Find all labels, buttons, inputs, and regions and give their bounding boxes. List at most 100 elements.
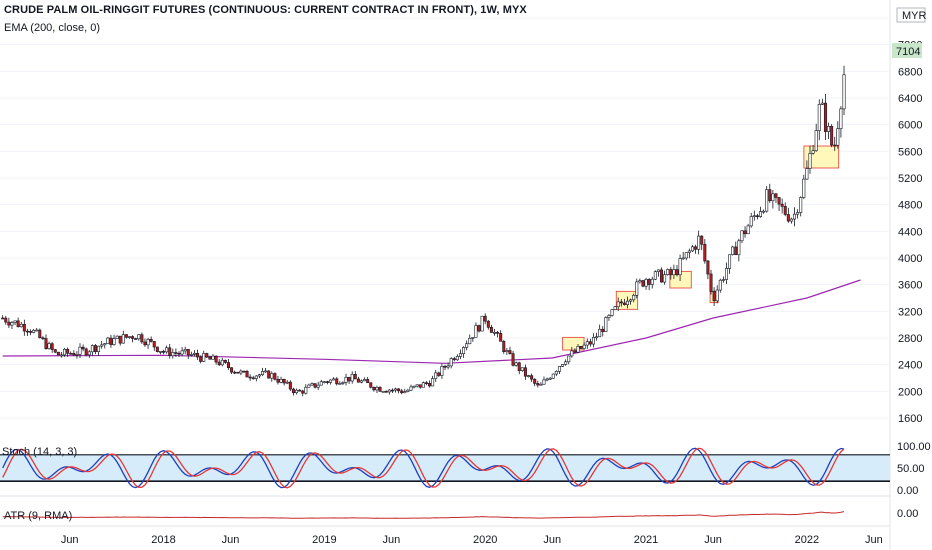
candle-body — [233, 371, 237, 374]
candle-body — [397, 388, 401, 392]
candle-body — [32, 329, 36, 333]
price-tick-label: 4000 — [898, 253, 922, 265]
candle-body — [681, 257, 685, 260]
candle-body — [276, 378, 280, 383]
ema-indicator-label[interactable]: EMA (200, close, 0) — [4, 22, 100, 34]
candle-body — [508, 350, 512, 354]
candle-body — [168, 347, 172, 357]
candle-body — [449, 358, 453, 367]
ema-path — [2, 279, 861, 364]
candle-body — [687, 250, 691, 253]
candle-body — [239, 370, 243, 374]
time-tick-label: 2019 — [312, 534, 336, 546]
price-axis[interactable]: 1600 2000 2400 2800 3200 3600 4000 4400 4800 5200… — [892, 13, 931, 520]
candle-body — [390, 389, 394, 392]
candle-body — [146, 338, 150, 346]
candle-body — [199, 356, 203, 362]
candle-body — [684, 252, 688, 259]
candle-body — [601, 328, 605, 332]
price-tick-label: 5600 — [898, 146, 922, 158]
candle-body — [598, 328, 602, 338]
candle-body — [523, 367, 527, 377]
candle-body — [817, 104, 821, 131]
atr-indicator-label[interactable]: ATR (9, RMA) — [4, 510, 73, 522]
candle-body — [174, 352, 178, 354]
candle-body — [378, 387, 382, 392]
candle-body — [134, 338, 138, 340]
candle-body — [84, 348, 88, 356]
price-tick-label: 4400 — [898, 226, 922, 238]
candle-body — [734, 246, 738, 256]
currency-label: MYR — [896, 7, 927, 23]
candle-body — [706, 260, 710, 275]
candle-body — [458, 353, 462, 357]
candle-body — [452, 358, 456, 361]
candle-body — [322, 381, 326, 383]
candle-body — [403, 391, 407, 394]
candle-body — [455, 356, 459, 361]
candle-body — [564, 361, 568, 365]
candle-body — [93, 345, 97, 352]
candle-body — [409, 386, 413, 391]
candle-body — [762, 210, 766, 213]
candle-body — [245, 371, 249, 378]
time-tick-label: 2020 — [473, 534, 497, 546]
candle-body — [480, 315, 484, 332]
candle-body — [576, 346, 580, 353]
candle-body — [295, 389, 299, 394]
candle-body — [307, 384, 311, 388]
candle-body — [149, 338, 153, 342]
price-tick-label: 6000 — [898, 120, 922, 132]
candle-body — [338, 383, 342, 385]
candle-body — [412, 385, 416, 388]
candle-body — [38, 329, 42, 339]
time-tick-label: 2018 — [151, 534, 175, 546]
candle-body — [796, 212, 800, 215]
stoch-indicator-label[interactable]: Stoch (14, 3, 3) — [2, 446, 78, 458]
candle-body — [344, 376, 348, 383]
candle-body — [282, 378, 286, 384]
candle-body — [406, 389, 410, 392]
candle-body — [186, 349, 190, 356]
candle-body — [783, 206, 787, 215]
candle-body — [545, 378, 549, 381]
price-tick-label: 4800 — [898, 200, 922, 212]
last-price-badge — [892, 43, 922, 59]
candle-body — [63, 348, 67, 356]
price-tick-label: 6800 — [898, 66, 922, 78]
candle-body — [830, 125, 834, 146]
candle-body — [740, 230, 744, 242]
candle-body — [777, 197, 781, 205]
candle-body — [672, 269, 676, 276]
candle-body — [205, 353, 209, 358]
candle-body — [839, 108, 843, 129]
candle-body — [700, 235, 704, 245]
candle-body — [29, 331, 33, 333]
candle-body — [202, 353, 206, 362]
candle-body — [721, 279, 725, 281]
candle-body — [489, 327, 493, 333]
candle-body — [335, 378, 339, 385]
candle-body — [230, 367, 234, 373]
candle-body — [217, 361, 221, 366]
time-axis[interactable]: Jun 2018 Jun 2019 Jun 2020 Jun 2021 Jun 2022 Jun — [0, 525, 890, 546]
candle-body — [369, 382, 373, 388]
candle-body — [561, 364, 565, 367]
time-tick-label: Jun — [543, 534, 561, 546]
candle-body — [610, 309, 614, 316]
candle-body — [446, 365, 450, 368]
candle-body — [712, 291, 716, 302]
candle-body — [304, 386, 308, 394]
candle-body — [820, 102, 824, 105]
price-tick-label: 2000 — [898, 386, 922, 398]
candle-body — [236, 371, 240, 374]
candle-body — [743, 230, 747, 235]
candle-body — [69, 352, 73, 355]
candle-body — [387, 389, 391, 393]
price-tick-label: 3600 — [898, 280, 922, 292]
atr-line — [2, 511, 845, 519]
candle-body — [771, 193, 775, 202]
candle-body — [115, 335, 119, 339]
candle-body — [765, 189, 769, 212]
